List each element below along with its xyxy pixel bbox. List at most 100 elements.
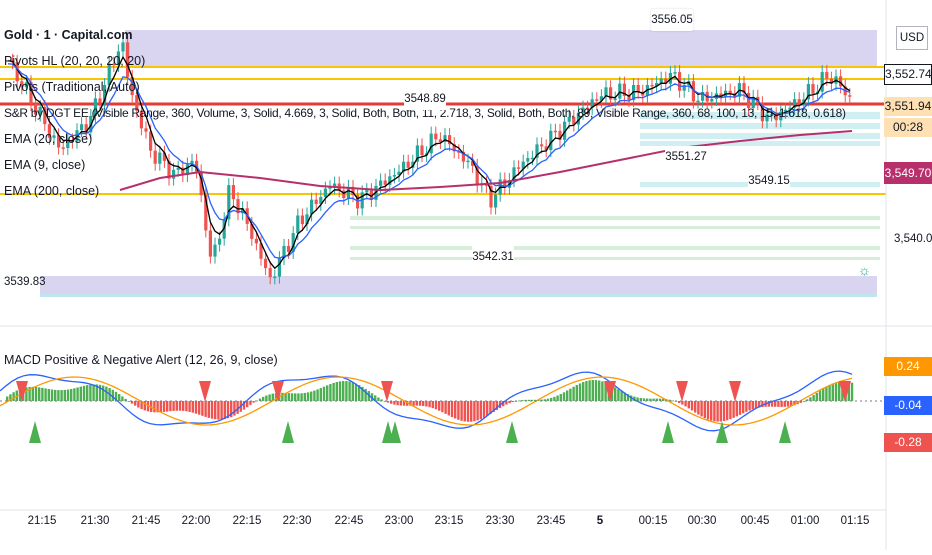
macd-hist-bar xyxy=(258,398,262,401)
macd-hist-bar xyxy=(326,385,329,401)
candle-body xyxy=(379,180,383,186)
candle-body xyxy=(747,92,751,109)
sr-zone-cyan-bottom xyxy=(40,294,877,297)
sr-zones xyxy=(40,30,880,297)
macd-hist-bar xyxy=(729,401,732,420)
sr-zone-green-0 xyxy=(350,216,880,220)
macd-hist-bar xyxy=(550,397,553,401)
macd-hist-bar xyxy=(687,401,690,409)
time-tick: 22:45 xyxy=(334,515,364,527)
macd-hist-bar xyxy=(114,391,118,401)
macd-hist-bar xyxy=(399,401,402,406)
macd-hist-bar xyxy=(620,390,623,401)
currency-button[interactable]: USD xyxy=(896,26,928,50)
candle-body xyxy=(61,147,65,149)
candle-body xyxy=(650,84,654,87)
macd-hist-bar xyxy=(527,399,530,401)
indicator-pivots-traditional[interactable]: Pivots (Traditional, Auto) xyxy=(4,80,140,94)
time-tick: 22:15 xyxy=(232,515,262,527)
macd-hist-bar xyxy=(601,381,604,401)
indicator-pivots-hl[interactable]: Pivots HL (20, 20, 20, 20) xyxy=(4,54,146,68)
macd-hist-bar xyxy=(25,387,28,401)
macd-hist-bar xyxy=(690,401,694,411)
macd-hist-bar xyxy=(169,401,172,412)
candle-body xyxy=(236,199,240,214)
candle-body xyxy=(811,84,815,94)
indicator-macd[interactable]: MACD Positive & Negative Alert (12, 26, … xyxy=(4,353,278,367)
macd-hist-bar xyxy=(140,401,143,410)
candle-body xyxy=(494,194,498,208)
candle-body xyxy=(282,245,286,259)
macd-hist-bar xyxy=(732,401,735,418)
candle-body xyxy=(668,72,672,84)
macd-hist-bar xyxy=(617,389,620,401)
candle-body xyxy=(696,100,700,103)
indicator-ema20[interactable]: EMA (20, close) xyxy=(4,132,93,146)
macd-hist-bar xyxy=(201,401,204,416)
macd-hist-bar xyxy=(633,396,636,401)
candle-body xyxy=(526,158,530,162)
macd-hist-bar xyxy=(188,401,191,412)
macd-hist-bar xyxy=(716,401,719,422)
candle-body xyxy=(673,72,677,74)
macd-hist-bar xyxy=(284,392,287,401)
candle-body xyxy=(544,146,548,151)
macd-hist-bar xyxy=(274,393,278,401)
price-tag-top: 3,552.74 xyxy=(884,64,932,85)
candle-body xyxy=(595,99,599,101)
macd-hist-bar xyxy=(540,399,543,401)
macd-hist-bar xyxy=(735,401,738,417)
pivot-price-label: 3548.89 xyxy=(404,88,446,110)
candle-body xyxy=(797,99,801,106)
macd-hist-bar xyxy=(374,395,377,401)
sell-alert-marker xyxy=(272,381,284,402)
macd-hist-bar xyxy=(486,401,489,416)
macd-hist-bar xyxy=(70,388,73,401)
macd-hist-bar xyxy=(678,401,681,403)
macd-hist-bar xyxy=(66,389,70,401)
macd-hist-bar xyxy=(82,385,86,401)
macd-hist-bar xyxy=(850,382,854,401)
candle-body xyxy=(719,93,723,97)
indicator-ema200[interactable]: EMA (200, close) xyxy=(4,184,100,198)
sell-alert-marker xyxy=(381,381,393,402)
macd-hist-bar xyxy=(434,401,438,410)
macd-hist-bar xyxy=(361,386,364,401)
candle-body xyxy=(208,230,212,257)
macd-hist-bar xyxy=(780,401,783,407)
macd-hist-bar xyxy=(742,401,745,414)
macd-hist-bar xyxy=(556,395,559,401)
candle-body xyxy=(581,107,585,113)
time-tick: 23:45 xyxy=(536,515,566,527)
macd-hist-bar xyxy=(121,396,124,401)
symbol-title[interactable]: Gold · 1 · Capital.com xyxy=(4,28,133,42)
candle-body xyxy=(34,103,38,115)
indicator-ema9[interactable]: EMA (9, close) xyxy=(4,158,86,172)
macd-hist-bar xyxy=(450,401,454,418)
buy-alert-marker xyxy=(779,421,791,443)
sr-zone-green-3 xyxy=(350,257,880,260)
candle-body xyxy=(839,76,843,87)
macd-hist-bar xyxy=(655,398,658,401)
macd-hist-bar xyxy=(102,385,105,401)
candle-body xyxy=(788,107,792,110)
candle-body xyxy=(47,124,51,138)
ema200-line xyxy=(119,130,853,192)
macd-hist-bar xyxy=(636,397,639,401)
macd-hist-bar xyxy=(348,381,351,401)
candle-body xyxy=(783,109,787,112)
macd-hist-bar xyxy=(543,399,546,401)
candle-body xyxy=(135,95,139,111)
macd-hist-bar xyxy=(530,399,534,401)
macd-hist-bar xyxy=(322,386,326,401)
macd-hist-bar xyxy=(646,398,649,401)
indicator-sr[interactable]: S&R by DGT EE (Visible Range, 360, Volum… xyxy=(4,106,846,120)
time-tick: 23:15 xyxy=(434,515,464,527)
macd-hist-bar xyxy=(364,388,367,401)
candle-body xyxy=(43,107,47,125)
macd-hist-bar xyxy=(614,387,617,401)
macd-hist-bar xyxy=(127,401,130,402)
macd-hist-bar xyxy=(409,401,412,406)
